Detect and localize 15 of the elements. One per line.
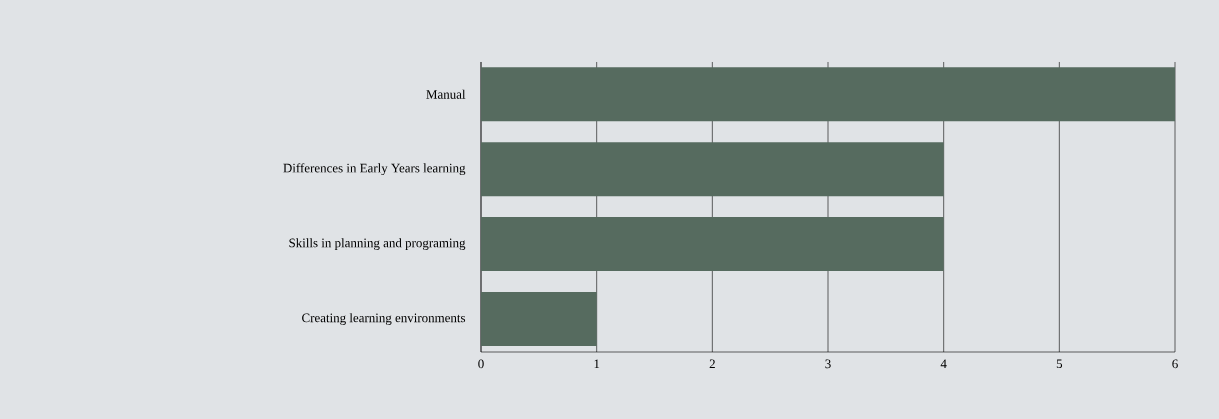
bar (481, 217, 944, 272)
y-tick-label: Skills in planning and programing (289, 238, 466, 250)
bar (481, 67, 1176, 122)
bar (481, 292, 597, 347)
x-tick-label: 2 (709, 359, 715, 369)
y-tick-label: Creating learning environments (302, 313, 466, 325)
y-tick-label: Differences in Early Years learning (283, 163, 466, 176)
x-tick-label: 0 (478, 359, 484, 369)
bar (481, 142, 944, 197)
x-tick-label: 6 (1172, 359, 1178, 369)
x-tick-label: 4 (940, 359, 947, 369)
x-tick-label: 5 (1056, 359, 1063, 369)
x-tick-label: 3 (825, 359, 831, 369)
y-tick-label: Manual (426, 89, 466, 99)
x-tick-label: 1 (594, 359, 600, 369)
